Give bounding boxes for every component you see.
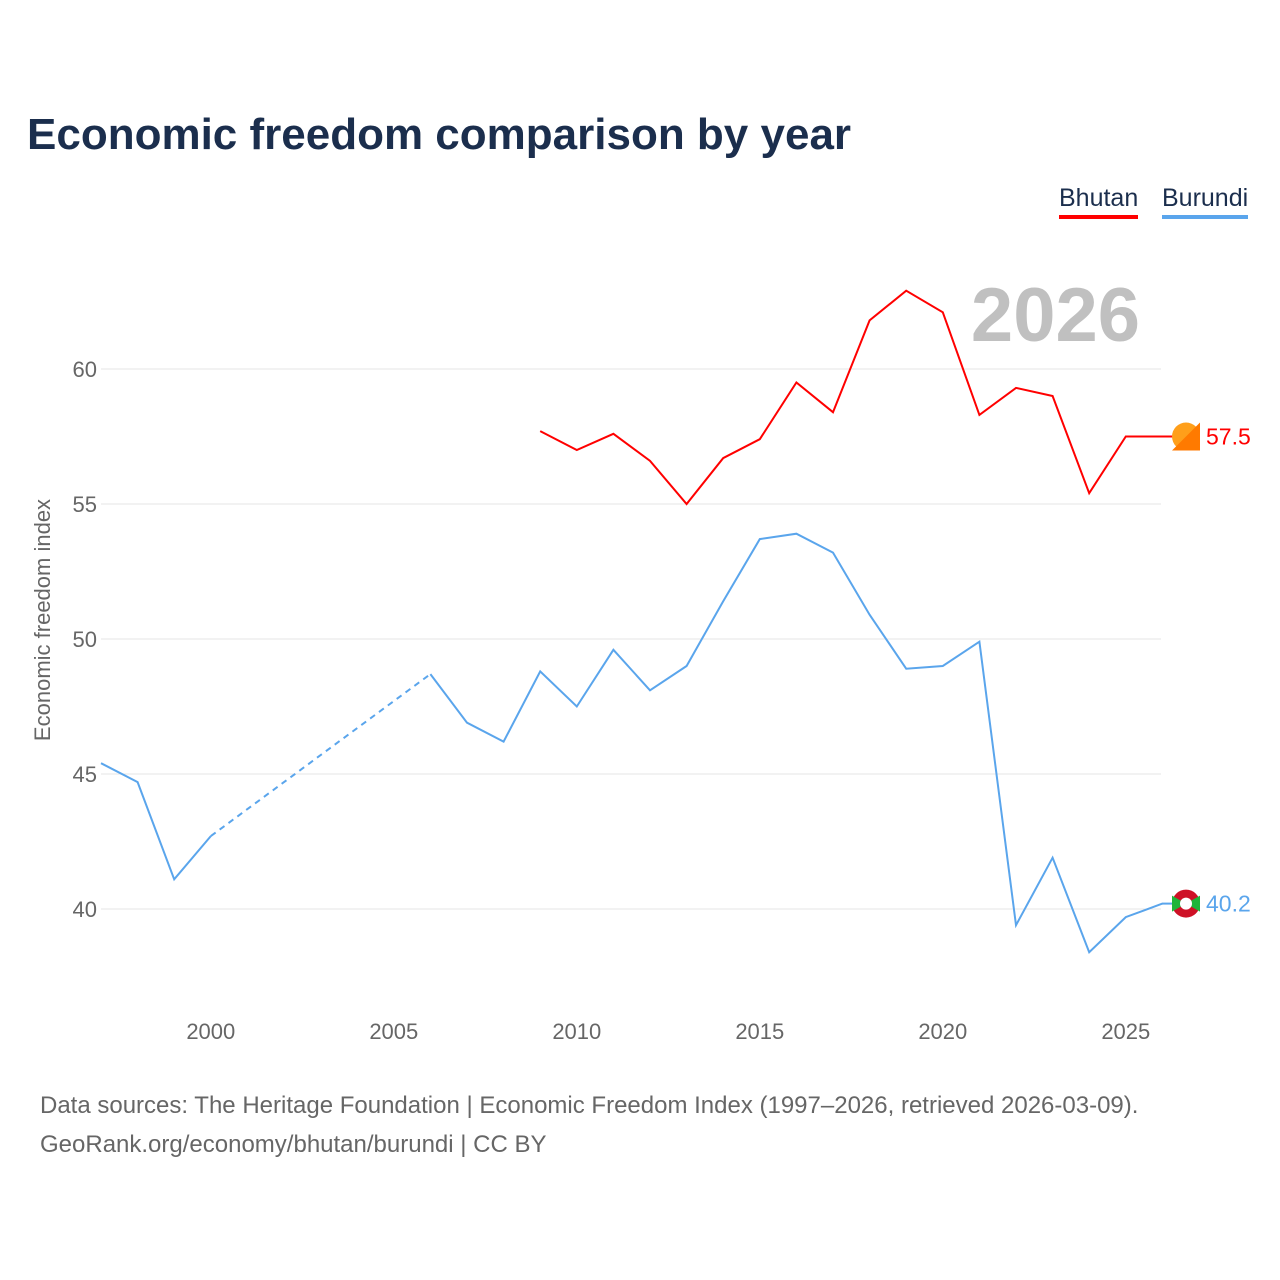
y-tick-label: 50 — [73, 627, 97, 652]
y-axis-label: Economic freedom index — [30, 499, 55, 741]
x-tick-label: 2000 — [186, 1019, 235, 1044]
footer: Data sources: The Heritage Foundation | … — [40, 1086, 1138, 1164]
x-tick-label: 2005 — [369, 1019, 418, 1044]
y-tick-label: 60 — [73, 357, 97, 382]
burundi-flag-icon — [1180, 897, 1192, 910]
x-tick-label: 2025 — [1101, 1019, 1150, 1044]
year-label: 2026 — [971, 273, 1140, 358]
series-line-bhutan — [539, 289, 1163, 506]
legend-burundi[interactable]: Burundi — [1162, 184, 1249, 219]
y-tick-label: 45 — [73, 762, 97, 787]
legend-bhutan[interactable]: Bhutan — [1059, 184, 1139, 219]
x-tick-label: 2015 — [735, 1019, 784, 1044]
series-line-burundi — [429, 532, 1163, 954]
attribution-text: GeoRank.org/economy/bhutan/burundi | CC … — [40, 1131, 547, 1158]
y-tick-label: 55 — [73, 492, 97, 517]
gap-line-burundi — [210, 673, 431, 837]
end-value-label: 57.5 — [1206, 424, 1251, 450]
bhutan-flag-icon — [1172, 422, 1200, 451]
x-tick-label: 2020 — [918, 1019, 967, 1044]
chart-title: Economic freedom comparison by year — [27, 110, 852, 159]
end-value-label: 40.2 — [1206, 891, 1251, 917]
x-tick-label: 2010 — [552, 1019, 601, 1044]
series-line-burundi — [100, 762, 212, 882]
source-text: Data sources: The Heritage Foundation | … — [40, 1092, 1139, 1119]
y-tick-label: 40 — [73, 897, 97, 922]
